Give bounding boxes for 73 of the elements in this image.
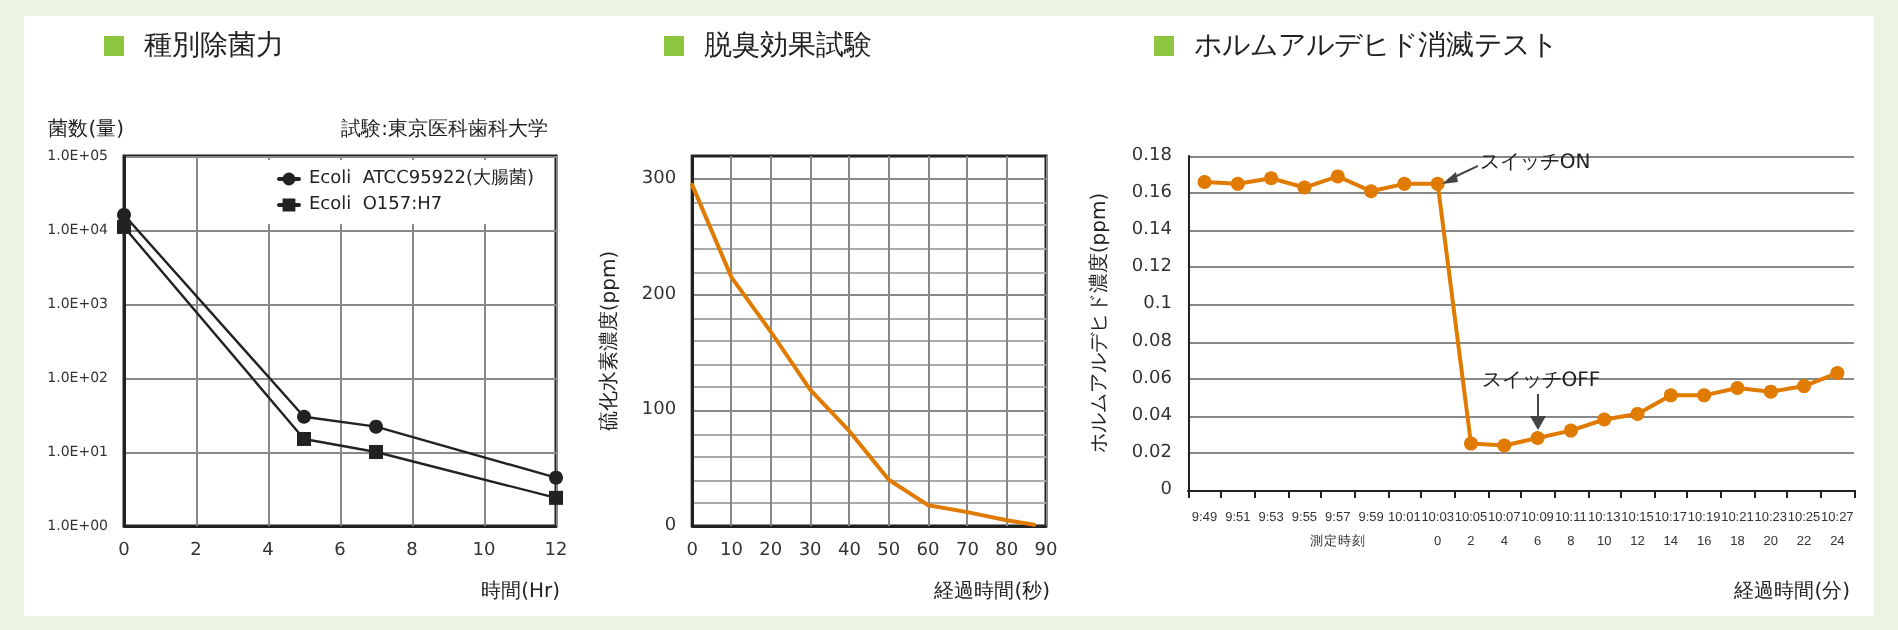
y-tick-label: 0.1 <box>1143 294 1172 315</box>
point <box>1364 184 1379 199</box>
line-series <box>690 182 1037 527</box>
point <box>117 219 131 234</box>
point <box>1230 176 1245 191</box>
x-tick-label: 40 <box>837 541 862 561</box>
legend-label: Ecoli O157:H7 <box>308 195 443 215</box>
point <box>369 419 383 434</box>
x-tick-label: 8 <box>406 541 419 561</box>
x-tick-label: 2 <box>190 541 202 561</box>
y-tick-label: 0 <box>1160 480 1173 500</box>
y-axis-title: 硫化水素濃度(ppm) <box>597 250 621 432</box>
point <box>1630 406 1645 421</box>
y-tick-label: 100 <box>641 400 677 421</box>
x-tick-label: 0 <box>118 541 131 561</box>
x-tick-label: 10 <box>720 541 744 561</box>
point <box>1797 379 1812 394</box>
point <box>1330 169 1345 184</box>
x-tick-label: 20 <box>759 541 783 561</box>
y-tick-label: 0.06 <box>1131 368 1173 389</box>
point <box>117 207 131 222</box>
point <box>1563 423 1578 438</box>
point <box>1497 438 1512 453</box>
point <box>549 470 563 485</box>
x-tick-label: 12 <box>544 541 568 561</box>
y-tick-label: 200 <box>641 284 677 305</box>
point <box>1397 176 1412 191</box>
y-tick-label: 0.14 <box>1131 220 1173 241</box>
point <box>1597 412 1612 427</box>
x-tick-label: 10 <box>472 541 496 561</box>
x-axis-title: 経過時間(秒) <box>932 579 1051 603</box>
chart-title: 脱臭効果試験 <box>704 28 872 64</box>
point <box>549 490 563 505</box>
annotation: スイッチON <box>1479 149 1591 176</box>
chart-title: ホルムアルデヒド消滅テスト <box>1194 28 1558 64</box>
x-tick-label: 0 <box>686 541 699 561</box>
legend-label: Ecoli ATCC95922(大腸菌) <box>308 167 534 189</box>
y-tick-label: 0.04 <box>1131 405 1173 426</box>
x-tick-label: 50 <box>877 541 901 561</box>
y-tick-label: 0.12 <box>1131 257 1172 278</box>
y-tick-label: 0.18 <box>1131 146 1173 166</box>
point <box>1430 176 1445 191</box>
point <box>1830 366 1845 381</box>
chart-title: 種別除菌力 <box>144 28 284 64</box>
y-tick-label: 0.02 <box>1131 442 1172 463</box>
x-tick-label: 70 <box>955 541 980 561</box>
y-tick-label: 300 <box>641 169 677 190</box>
point <box>1264 171 1279 186</box>
x-axis-title: 時間(Hr) <box>481 579 561 603</box>
point <box>297 431 311 446</box>
x-tick-label: 60 <box>916 541 941 561</box>
point <box>1763 384 1778 399</box>
point <box>1530 431 1545 446</box>
x-tick-label: 30 <box>798 541 823 561</box>
x-axis-title: 経過時間(分) <box>1732 579 1851 603</box>
point <box>1297 180 1312 195</box>
point <box>1663 388 1678 403</box>
x-tick-label: 6 <box>334 541 347 561</box>
y-tick-label: 0.08 <box>1131 331 1173 352</box>
point <box>1697 388 1712 403</box>
y-axis-title: ホルムアルデヒド濃度(ppm) <box>1087 192 1111 454</box>
point <box>1730 380 1745 395</box>
point <box>1463 436 1478 451</box>
x-tick-label: 90 <box>1034 541 1058 561</box>
annotation: スイッチOFF <box>1481 368 1601 395</box>
point <box>369 445 383 459</box>
y-axis-title: 菌数(量) <box>48 117 125 141</box>
y-tick-label: 0.16 <box>1131 183 1173 204</box>
text: 試験:東京医科歯科大学 <box>341 117 549 141</box>
x-tick-label: 80 <box>995 541 1019 561</box>
point <box>297 409 311 424</box>
point <box>1197 174 1212 189</box>
x-tick-label: 4 <box>262 541 275 561</box>
